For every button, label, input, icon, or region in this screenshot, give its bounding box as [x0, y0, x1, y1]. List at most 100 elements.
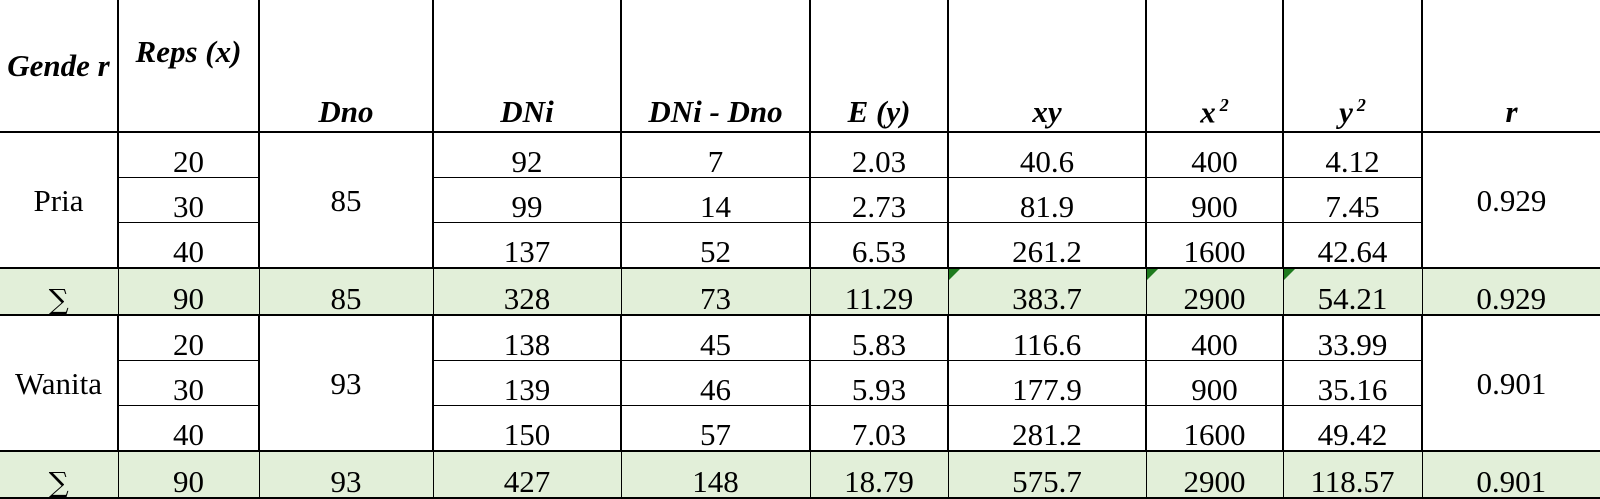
cell-x2[interactable]: 900 [1145, 177, 1283, 223]
header-dni-minus-dno[interactable]: DNi - Dno [620, 0, 810, 133]
header-dni[interactable]: DNi [432, 0, 621, 133]
cell-y2[interactable]: 4.12 [1282, 132, 1422, 178]
table-row: 30 139 46 5.93 177.9 900 35.16 [0, 360, 1600, 406]
cell-e[interactable]: 5.93 [809, 360, 948, 406]
sum-dni[interactable]: 328 [432, 267, 621, 316]
sum-symbol-cell[interactable]: ∑ [0, 450, 118, 499]
cell-dni[interactable]: 99 [432, 177, 621, 223]
cell-diff[interactable]: 57 [620, 405, 810, 451]
sum-diff[interactable]: 148 [620, 450, 810, 499]
cell-diff[interactable]: 7 [620, 132, 810, 178]
sum-r[interactable]: 0.901 [1421, 450, 1600, 499]
sum-r[interactable]: 0.929 [1421, 267, 1600, 316]
sum-icon: ∑ [48, 466, 69, 498]
sum-xy[interactable]: 383.7 [947, 267, 1146, 316]
table-row: Wanita 20 93 138 45 5.83 116.6 400 33.99… [0, 315, 1600, 451]
cell-dno[interactable]: 93 [258, 315, 433, 451]
cell-reps[interactable]: 40 [117, 405, 259, 451]
cell-y2[interactable]: 49.42 [1282, 405, 1422, 451]
cell-e[interactable]: 2.73 [809, 177, 948, 223]
cell-diff[interactable]: 45 [620, 315, 810, 361]
cell-gender[interactable]: Wanita [14, 365, 103, 401]
cell-e[interactable]: 6.53 [809, 222, 948, 268]
sum-dno[interactable]: 85 [258, 267, 433, 316]
table-row: Pria 20 85 92 7 2.03 40.6 400 4.12 0.929 [0, 132, 1600, 268]
sum-dno[interactable]: 93 [258, 450, 433, 499]
header-y-label: y [1339, 94, 1353, 129]
cell-x2[interactable]: 1600 [1145, 405, 1283, 451]
header-xy[interactable]: xy [947, 0, 1146, 133]
sum-xy-value: 383.7 [1012, 281, 1082, 315]
sum-dni[interactable]: 427 [432, 450, 621, 499]
sum-row: ∑ 90 85 328 73 11.29 383.7 2900 54.21 0.… [0, 267, 1600, 316]
sum-row: ∑ 90 93 427 148 18.79 575.7 2900 118.57 … [0, 450, 1600, 499]
sum-y2[interactable]: 54.21 [1282, 267, 1422, 316]
cell-dni[interactable]: 92 [432, 132, 621, 178]
cell-diff[interactable]: 52 [620, 222, 810, 268]
table-row: 40 150 57 7.03 281.2 1600 49.42 [0, 405, 1600, 451]
sum-e[interactable]: 11.29 [809, 267, 948, 316]
table-row: 30 99 14 2.73 81.9 900 7.45 [0, 177, 1600, 223]
header-e[interactable]: E (y) [809, 0, 948, 133]
cell-gender[interactable]: Pria [33, 182, 84, 218]
cell-xy[interactable]: 281.2 [947, 405, 1146, 451]
cell-reps[interactable]: 20 [117, 315, 259, 361]
sum-x2[interactable]: 2900 [1145, 267, 1283, 316]
cell-r[interactable]: 0.929 [1421, 132, 1600, 268]
sum-e[interactable]: 18.79 [809, 450, 948, 499]
cell-y2[interactable]: 35.16 [1282, 360, 1422, 406]
cell-dni[interactable]: 139 [432, 360, 621, 406]
cell-reps[interactable]: 20 [117, 132, 259, 178]
cell-diff[interactable]: 46 [620, 360, 810, 406]
cell-xy[interactable]: 40.6 [947, 132, 1146, 178]
cell-e[interactable]: 2.03 [809, 132, 948, 178]
cell-xy[interactable]: 81.9 [947, 177, 1146, 223]
cell-xy[interactable]: 177.9 [947, 360, 1146, 406]
header-gender[interactable]: Gende r [0, 0, 118, 133]
sum-x2-value: 2900 [1183, 281, 1246, 315]
header-reps[interactable]: Reps (x) [117, 0, 259, 133]
cell-xy[interactable]: 261.2 [947, 222, 1146, 268]
sum-xy[interactable]: 575.7 [947, 450, 1146, 499]
cell-x2[interactable]: 400 [1145, 132, 1283, 178]
cell-reps[interactable]: 30 [117, 360, 259, 406]
cell-y2[interactable]: 33.99 [1282, 315, 1422, 361]
cell-y2[interactable]: 42.64 [1282, 222, 1422, 268]
header-r[interactable]: r [1421, 0, 1600, 133]
sum-y2-value: 54.21 [1317, 281, 1388, 315]
cell-x2[interactable]: 400 [1145, 315, 1283, 361]
table-row: 40 137 52 6.53 261.2 1600 42.64 [0, 222, 1600, 268]
header-x-label: x [1200, 94, 1216, 129]
cell-dno[interactable]: 85 [258, 132, 433, 268]
error-indicator-icon[interactable] [949, 270, 960, 280]
cell-diff[interactable]: 14 [620, 177, 810, 223]
cell-r[interactable]: 0.901 [1421, 315, 1600, 451]
cell-y2[interactable]: 7.45 [1282, 177, 1422, 223]
cell-reps[interactable]: 30 [117, 177, 259, 223]
cell-dni[interactable]: 150 [432, 405, 621, 451]
cell-reps[interactable]: 40 [117, 222, 259, 268]
cell-x2[interactable]: 900 [1145, 360, 1283, 406]
cell-x2[interactable]: 1600 [1145, 222, 1283, 268]
cell-dni[interactable]: 137 [432, 222, 621, 268]
cell-dni[interactable]: 138 [432, 315, 621, 361]
cell-xy[interactable]: 116.6 [947, 315, 1146, 361]
header-x-superscript: 2 [1219, 94, 1229, 115]
sum-symbol-cell[interactable]: ∑ [0, 267, 118, 316]
sum-icon: ∑ [48, 283, 69, 315]
header-row: Gende r Reps (x) Dno DNi DNi - Dno E (y)… [0, 0, 1600, 133]
header-dno[interactable]: Dno [258, 0, 433, 133]
sum-y2[interactable]: 118.57 [1282, 450, 1422, 499]
error-indicator-icon[interactable] [1284, 270, 1295, 280]
cell-e[interactable]: 5.83 [809, 315, 948, 361]
sum-reps[interactable]: 90 [117, 267, 259, 316]
error-indicator-icon[interactable] [1147, 270, 1158, 280]
header-y-superscript: 2 [1356, 94, 1366, 115]
sum-diff[interactable]: 73 [620, 267, 810, 316]
sum-x2[interactable]: 2900 [1145, 450, 1283, 499]
cell-e[interactable]: 7.03 [809, 405, 948, 451]
sum-reps[interactable]: 90 [117, 450, 259, 499]
